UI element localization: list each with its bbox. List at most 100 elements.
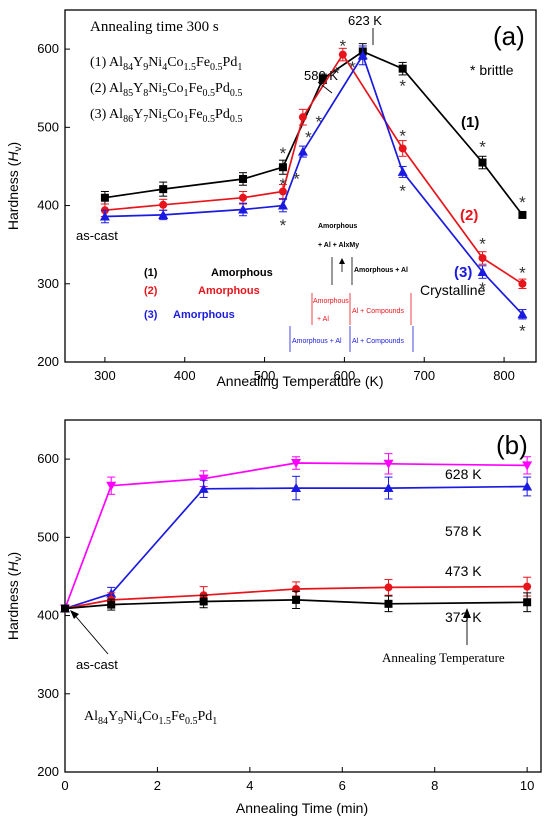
data-point bbox=[199, 597, 208, 606]
data-point bbox=[518, 279, 527, 288]
y-tick-label: 200 bbox=[37, 764, 59, 779]
panel-label-a: (a) bbox=[493, 21, 525, 51]
data-point bbox=[338, 50, 347, 59]
y-tick-label: 200 bbox=[37, 354, 59, 369]
phase-box-row1-right: Amorphous + Al bbox=[354, 267, 408, 274]
x-tick-label: 0 bbox=[61, 778, 68, 793]
brittle-marker: * bbox=[349, 58, 356, 77]
data-point bbox=[397, 166, 408, 176]
brittle-marker: * bbox=[333, 64, 340, 83]
phase-box-top-line2: + Al + AlxMy bbox=[318, 242, 359, 249]
brittle-marker: * bbox=[479, 279, 486, 298]
label-annealing-temperature: Annealing Temperature bbox=[382, 650, 505, 665]
data-point bbox=[100, 193, 109, 202]
x-tick-label: 400 bbox=[174, 368, 196, 383]
series-line-3 bbox=[64, 585, 528, 610]
label-578k: 578 K bbox=[445, 523, 482, 539]
data-point bbox=[291, 459, 302, 469]
y-tick-label: 300 bbox=[37, 686, 59, 701]
label-473k: 473 K bbox=[445, 563, 482, 579]
brittle-marker: * bbox=[280, 175, 287, 194]
x-tick-label: 8 bbox=[431, 778, 438, 793]
data-point bbox=[357, 50, 368, 60]
phase-box-row2-b: + Al bbox=[317, 316, 329, 323]
label-crystalline: Crystalline bbox=[420, 282, 486, 298]
phase-box-top-line1: Amorphous bbox=[318, 223, 357, 230]
brittle-marker: * bbox=[305, 128, 312, 147]
x-tick-label: 700 bbox=[413, 368, 435, 383]
y-tick-label: 300 bbox=[37, 276, 59, 291]
label-as-cast-a: as-cast bbox=[76, 228, 118, 243]
curve-label-2: (2) bbox=[460, 207, 478, 224]
annotation-annealing-time: Annealing time 300 s bbox=[90, 19, 219, 35]
brittle-marker: * bbox=[293, 170, 300, 189]
legend-entry-1: (1) Al84Y9Ni4Co1.5Fe0.5Pd1 bbox=[90, 55, 242, 73]
data-point bbox=[478, 158, 487, 167]
label-628k: 628 K bbox=[445, 466, 482, 482]
data-point bbox=[239, 193, 248, 202]
brittle-marker: * bbox=[316, 113, 323, 132]
x-tick-label: 500 bbox=[254, 368, 276, 383]
x-tick-label: 4 bbox=[246, 778, 253, 793]
data-point bbox=[107, 600, 116, 609]
data-point bbox=[159, 200, 168, 209]
brittle-marker: * bbox=[479, 138, 486, 157]
brittle-marker: * bbox=[479, 235, 486, 254]
data-point bbox=[522, 481, 533, 491]
data-point bbox=[383, 483, 394, 493]
arrow-580k bbox=[317, 81, 333, 94]
curve-label-1: (1) bbox=[461, 114, 479, 131]
data-point bbox=[522, 461, 533, 471]
composition-formula: Al84Y9Ni4Co1.5Fe0.5Pd1 bbox=[84, 709, 217, 727]
x-tick-label: 10 bbox=[520, 778, 534, 793]
brittle-marker: * bbox=[519, 321, 526, 340]
data-point bbox=[99, 211, 110, 221]
data-point bbox=[106, 481, 117, 491]
phase-row3-amorphous: Amorphous bbox=[173, 309, 235, 321]
phase-box-row2-a: Amorphous bbox=[313, 298, 349, 305]
x-tick-label: 800 bbox=[493, 368, 515, 383]
plot-frame-a bbox=[64, 9, 537, 363]
phase-row3-label: (3) bbox=[144, 309, 158, 321]
series-line-4 bbox=[64, 599, 528, 610]
phase-box-row3-b: Al + Compounds bbox=[352, 338, 404, 345]
data-point bbox=[398, 64, 407, 73]
label-623k: 623 K bbox=[348, 13, 382, 28]
data-point bbox=[291, 483, 302, 493]
phase-box-row2-c: Al + Compounds bbox=[352, 308, 404, 315]
phase-row1-amorphous: Amorphous bbox=[211, 267, 273, 279]
legend-a: (1) Al84Y9Ni4Co1.5Fe0.5Pd1 (2) Al85Y8Ni5C… bbox=[90, 55, 242, 125]
data-point bbox=[523, 582, 532, 591]
data-point bbox=[239, 174, 248, 183]
brittle-marker: * bbox=[519, 263, 526, 282]
data-point bbox=[518, 210, 527, 219]
data-point bbox=[523, 598, 532, 607]
plot-frame-b bbox=[64, 419, 542, 773]
legend-entry-2: (2) Al85Y8Ni5Co1Fe0.5Pd0.5 bbox=[90, 81, 242, 99]
brittle-marker: * bbox=[280, 216, 287, 235]
brittle-marker: * bbox=[399, 77, 406, 96]
y-axis-label-b: Hardness (Hv) bbox=[5, 552, 24, 640]
legend-brittle: * brittle bbox=[470, 62, 514, 78]
data-point bbox=[384, 599, 393, 608]
panel-b: 0 2 4 6 8 10 200 300 400 500 600 Hardness (Hv) Ann… bbox=[5, 419, 542, 816]
data-point bbox=[298, 113, 307, 122]
brittle-marker: * bbox=[339, 37, 346, 56]
phase-row1-label: (1) bbox=[144, 267, 158, 279]
data-point bbox=[478, 253, 487, 262]
data-point bbox=[318, 74, 327, 83]
arrow-as-cast-b bbox=[71, 611, 109, 655]
panel-label-b: (b) bbox=[496, 430, 528, 460]
data-point bbox=[477, 267, 488, 277]
composition-label-b: Al84Y9Ni4Co1.5Fe0.5Pd1 bbox=[84, 709, 217, 727]
brittle-marker: * bbox=[519, 193, 526, 212]
x-axis-label-a: Annealing Temperature (K) bbox=[216, 373, 383, 389]
series-line-1 bbox=[64, 462, 528, 609]
data-point bbox=[198, 483, 209, 493]
brittle-marker: * bbox=[399, 181, 406, 200]
x-tick-label: 2 bbox=[154, 778, 161, 793]
data-point bbox=[398, 144, 407, 153]
data-point bbox=[384, 583, 393, 592]
